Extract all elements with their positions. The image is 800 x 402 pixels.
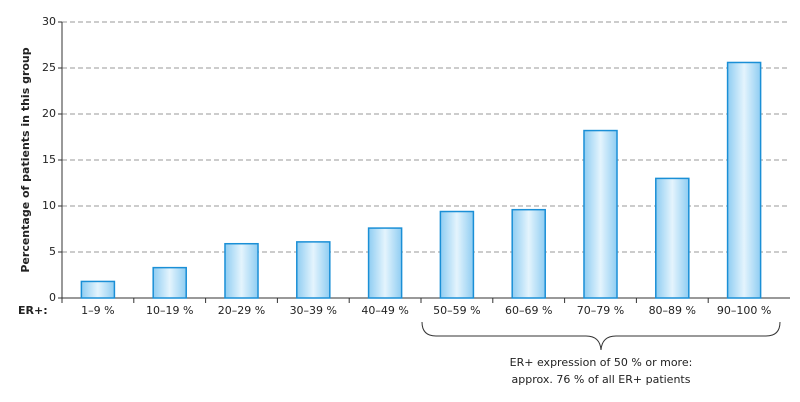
y-tick-label: 30 bbox=[42, 15, 56, 28]
x-tick-label: 10–19 % bbox=[146, 304, 193, 317]
bar bbox=[511, 208, 546, 299]
annotation: approx. 76 % of all ER+ patients bbox=[512, 373, 691, 386]
bar bbox=[439, 210, 475, 299]
x-tick-label: 60–69 % bbox=[505, 304, 552, 317]
y-tick-label: 15 bbox=[42, 153, 56, 166]
x-axis-title: ER+: bbox=[18, 304, 48, 317]
x-tick-label: 40–49 % bbox=[361, 304, 408, 317]
x-tick-label: 1–9 % bbox=[81, 304, 114, 317]
bar bbox=[296, 241, 331, 299]
y-axis-title: Percentage of patients in this group bbox=[19, 47, 32, 272]
y-tick-label: 0 bbox=[49, 291, 56, 304]
bar bbox=[367, 227, 403, 299]
bar bbox=[583, 129, 618, 299]
x-tick-label: 20–29 % bbox=[218, 304, 265, 317]
bar bbox=[655, 177, 690, 299]
x-tick-label: 90–100 % bbox=[717, 304, 771, 317]
bar bbox=[152, 266, 187, 299]
y-tick-label: 5 bbox=[49, 245, 56, 258]
x-tick-label: 50–59 % bbox=[433, 304, 480, 317]
bar bbox=[224, 242, 259, 299]
brace bbox=[421, 321, 781, 351]
x-tick-label: 70–79 % bbox=[577, 304, 624, 317]
annotation: ER+ expression of 50 % or more: bbox=[510, 356, 693, 369]
bar bbox=[726, 61, 762, 299]
x-tick-label: 80–89 % bbox=[649, 304, 696, 317]
x-tick-label: 30–39 % bbox=[290, 304, 337, 317]
y-tick-label: 25 bbox=[42, 61, 56, 74]
y-tick-label: 10 bbox=[42, 199, 56, 212]
bar bbox=[80, 280, 116, 299]
y-tick-label: 20 bbox=[42, 107, 56, 120]
